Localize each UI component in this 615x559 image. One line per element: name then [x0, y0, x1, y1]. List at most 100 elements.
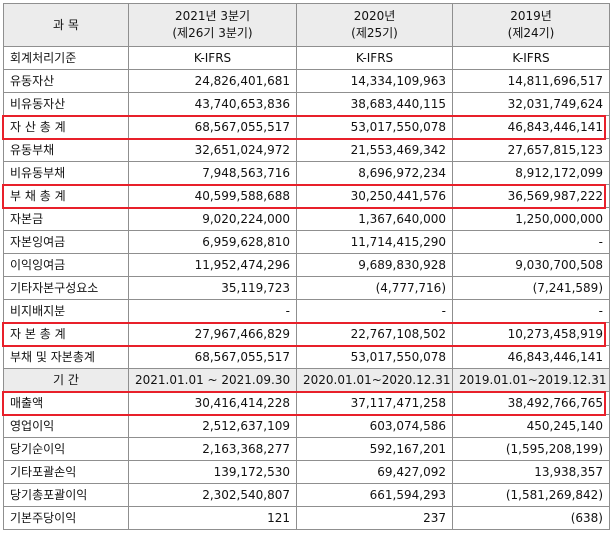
row-label: 자 산 총 계 [3, 115, 129, 139]
row-value: 2,512,637,109 [128, 414, 297, 438]
header-col-2020-year: 2020년 [353, 9, 396, 23]
table-row: 자 산 총 계 68,567,055,517 53,017,550,078 46,84… [3, 115, 610, 139]
row-value: 14,334,109,963 [296, 69, 453, 93]
row-value: 32,031,749,624 [452, 92, 610, 116]
header-col-2019: 2019년 (제24기) [452, 3, 610, 47]
row-value: 24,826,401,681 [128, 69, 297, 93]
row-value: - [452, 299, 610, 323]
row-value: 9,030,700,508 [452, 253, 610, 277]
row-value: 43,740,653,836 [128, 92, 297, 116]
row-value: 27,967,466,829 [128, 322, 297, 346]
row-label: 자 본 총 계 [3, 322, 129, 346]
row-label: 비유동자산 [3, 92, 129, 116]
table-row: 유동자산 24,826,401,681 14,334,109,963 14,811,6… [3, 69, 610, 93]
table-row: 회계처리기준 K-IFRS K-IFRS K-IFRS [3, 46, 610, 70]
row-value: 450,245,140 [452, 414, 610, 438]
header-col-2021q3-year: 2021년 3분기 [174, 9, 251, 23]
row-value: 13,938,357 [452, 460, 610, 484]
row-value: 2021.01.01 ~ 2021.09.30 [128, 368, 297, 392]
row-label: 기타포괄손익 [3, 460, 129, 484]
row-value: K-IFRS [296, 46, 453, 70]
row-value: 2019.01.01~2019.12.31 [452, 368, 610, 392]
row-value: 53,017,550,078 [296, 345, 453, 369]
header-col-2020: 2020년 (제25기) [296, 3, 453, 47]
row-value: 30,250,441,576 [296, 184, 453, 208]
row-value: 139,172,530 [128, 460, 297, 484]
row-label: 비유동부채 [3, 161, 129, 185]
row-value: 37,117,471,258 [296, 391, 453, 415]
table-row: 이익잉여금 11,952,474,296 9,689,830,928 9,030,70… [3, 253, 610, 277]
table-row: 자본잉여금 6,959,628,810 11,714,415,290- [3, 230, 610, 254]
row-value: 14,811,696,517 [452, 69, 610, 93]
row-label: 기 간 [3, 368, 129, 392]
row-value: 32,651,024,972 [128, 138, 297, 162]
row-value: - [128, 299, 297, 323]
table-row: 기타포괄손익 139,172,530 69,427,092 13,938,357 [3, 460, 610, 484]
row-value: 68,567,055,517 [128, 345, 297, 369]
row-label: 부 채 총 계 [3, 184, 129, 208]
header-col-2020-period: (제25기) [351, 26, 398, 40]
row-label: 비지배지분 [3, 299, 129, 323]
row-value: 22,767,108,502 [296, 322, 453, 346]
row-value: 68,567,055,517 [128, 115, 297, 139]
header-col-2019-period: (제24기) [507, 26, 555, 40]
row-value: (1,595,208,199) [452, 437, 610, 461]
row-value: 21,553,469,342 [296, 138, 453, 162]
row-label: 유동자산 [3, 69, 129, 93]
header-item: 과 목 [3, 3, 129, 47]
row-label: 기본주당이익 [3, 506, 129, 530]
row-value: 661,594,293 [296, 483, 453, 507]
row-value: 36,569,987,222 [452, 184, 610, 208]
row-value: 9,689,830,928 [296, 253, 453, 277]
row-value: 2020.01.01~2020.12.31 [296, 368, 453, 392]
row-value: 2,302,540,807 [128, 483, 297, 507]
row-value: 35,119,723 [128, 276, 297, 300]
row-label: 이익잉여금 [3, 253, 129, 277]
row-value: (4,777,716) [296, 276, 453, 300]
row-label: 자본금 [3, 207, 129, 231]
row-label: 매출액 [3, 391, 129, 415]
table-row: 매출액 30,416,414,228 37,117,471,258 38,492,76… [3, 391, 610, 415]
table-row: 자본금 9,020,224,000 1,367,640,000 1,250,000,0… [3, 207, 610, 231]
row-label: 당기총포괄이익 [3, 483, 129, 507]
row-value: 6,959,628,810 [128, 230, 297, 254]
row-value: 603,074,586 [296, 414, 453, 438]
row-value: 8,912,172,099 [452, 161, 610, 185]
row-value: (638) [452, 506, 610, 530]
financial-table: 과 목 2021년 3분기 (제26기 3분기) 2020년 (제25기) 20… [3, 3, 610, 530]
row-label: 기타자본구성요소 [3, 276, 129, 300]
row-value: 46,843,446,141 [452, 115, 610, 139]
row-value: K-IFRS [452, 46, 610, 70]
row-label: 자본잉여금 [3, 230, 129, 254]
table-row: 영업이익 2,512,637,109 603,074,586 450,245,140 [3, 414, 610, 438]
table-row: 유동부채 32,651,024,972 21,553,469,342 27,657,8… [3, 138, 610, 162]
row-value: 38,492,766,765 [452, 391, 610, 415]
row-value: 69,427,092 [296, 460, 453, 484]
row-value: (7,241,589) [452, 276, 610, 300]
table-row: 당기순이익 2,163,368,277 592,167,201 (1,595,208,… [3, 437, 610, 461]
header-col-2021q3: 2021년 3분기 (제26기 3분기) [128, 3, 297, 47]
row-value: K-IFRS [128, 46, 297, 70]
row-value: 11,714,415,290 [296, 230, 453, 254]
row-value: 40,599,588,688 [128, 184, 297, 208]
row-label: 부채 및 자본총계 [3, 345, 129, 369]
table-row: 비유동부채 7,948,563,716 8,696,972,234 8,912,172… [3, 161, 610, 185]
header-row: 과 목 2021년 3분기 (제26기 3분기) 2020년 (제25기) 20… [3, 3, 610, 47]
row-value: 1,250,000,000 [452, 207, 610, 231]
row-value: 121 [128, 506, 297, 530]
row-value: 1,367,640,000 [296, 207, 453, 231]
row-value: 38,683,440,115 [296, 92, 453, 116]
table-row: 부 채 총 계 40,599,588,688 30,250,441,576 36,56… [3, 184, 610, 208]
row-value: 8,696,972,234 [296, 161, 453, 185]
table-row: 자 본 총 계 27,967,466,829 22,767,108,502 10,27… [3, 322, 610, 346]
row-value: - [296, 299, 453, 323]
row-label: 회계처리기준 [3, 46, 129, 70]
table-row: 당기총포괄이익 2,302,540,807 661,594,293 (1,581,26… [3, 483, 610, 507]
row-value: 27,657,815,123 [452, 138, 610, 162]
row-value: 9,020,224,000 [128, 207, 297, 231]
row-label: 유동부채 [3, 138, 129, 162]
row-value: 2,163,368,277 [128, 437, 297, 461]
header-col-2019-year: 2019년 [510, 9, 552, 23]
row-value: 30,416,414,228 [128, 391, 297, 415]
